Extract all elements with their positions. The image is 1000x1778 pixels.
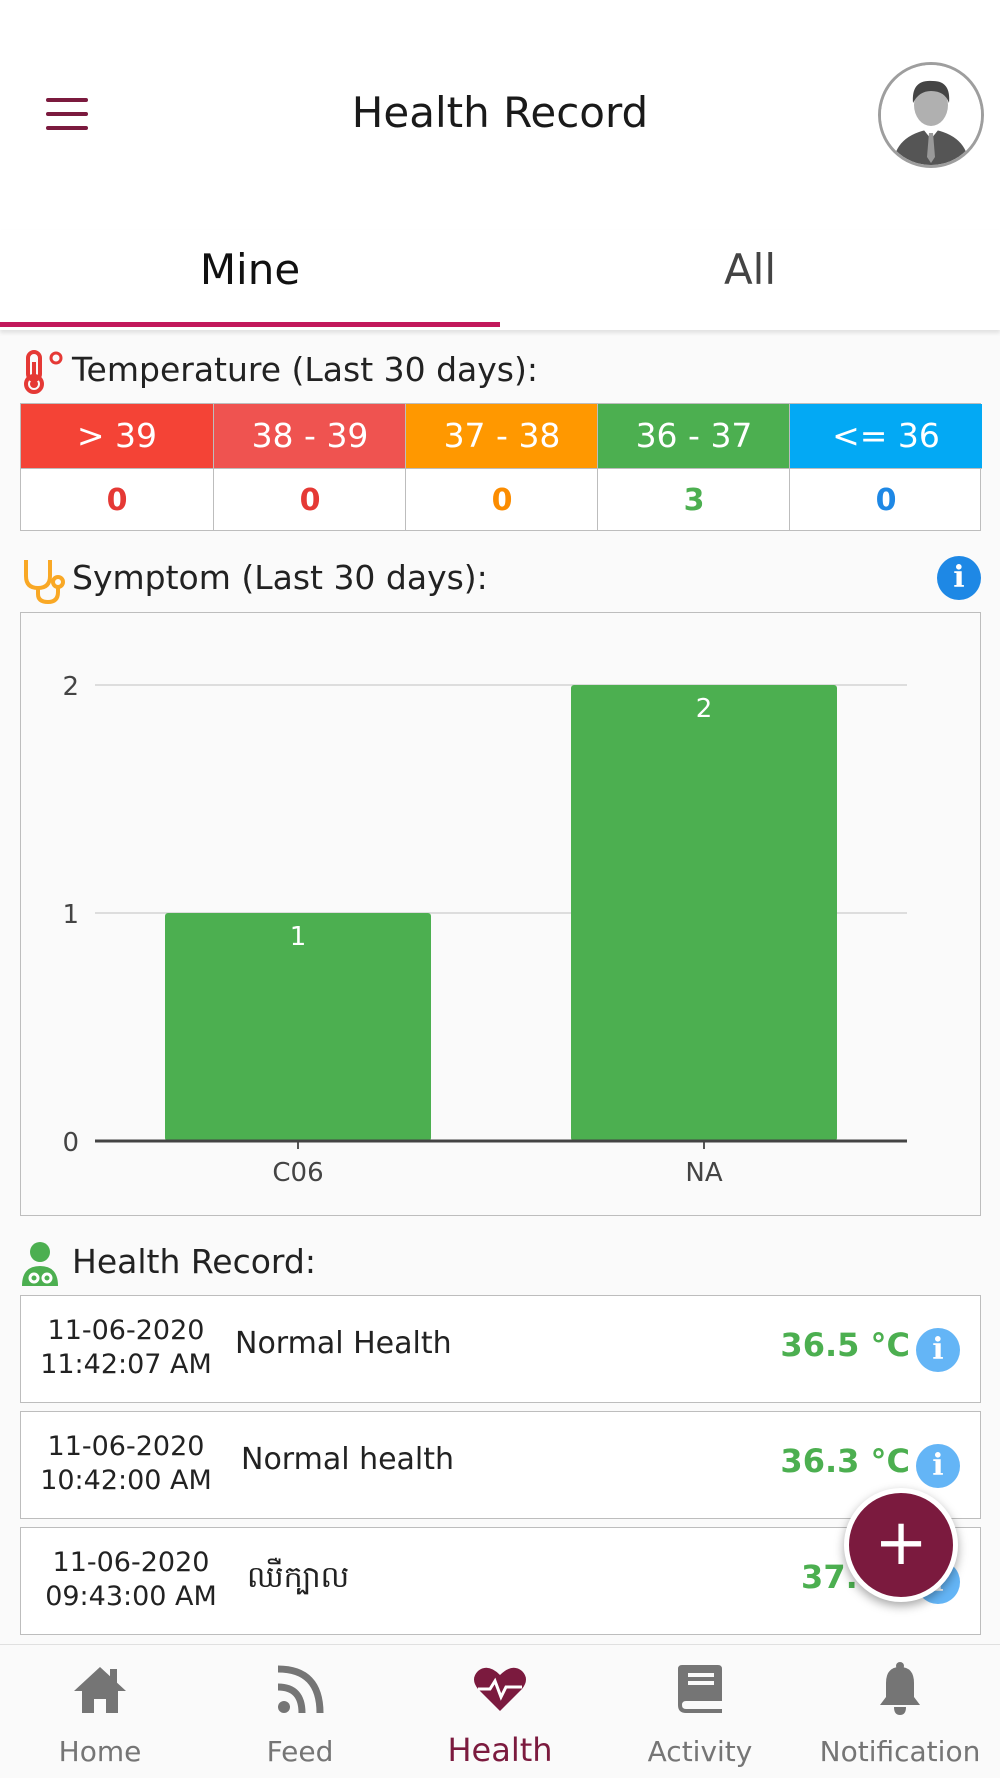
symptom-info-icon[interactable]: i bbox=[937, 556, 981, 600]
nav-label: Activity bbox=[647, 1735, 753, 1768]
temp-range-cell: 38 - 39 0 bbox=[213, 404, 406, 531]
temp-range-label: 38 - 39 bbox=[214, 404, 406, 468]
symptom-heading-text: Symptom (Last 30 days): bbox=[72, 558, 488, 597]
bar-data-label: 1 bbox=[290, 922, 307, 952]
nav-item-health[interactable]: Health bbox=[400, 1645, 600, 1778]
symptom-chart: 0 1 2 1 C06 2 NA bbox=[20, 612, 981, 1216]
nav-label: Home bbox=[58, 1735, 142, 1768]
heartbeat-icon bbox=[474, 1667, 526, 1711]
temp-range-count: 3 bbox=[598, 468, 790, 531]
temp-range-label: <= 36 bbox=[790, 404, 982, 468]
home-icon bbox=[74, 1667, 126, 1713]
temp-range-cell: <= 36 0 bbox=[789, 404, 982, 531]
y-tick-label: 1 bbox=[62, 900, 79, 930]
nav-label: Health bbox=[447, 1731, 553, 1769]
app-bar: Health Record bbox=[0, 0, 1000, 230]
x-tick-label: NA bbox=[685, 1158, 722, 1188]
health-record-row[interactable]: 11-06-2020 11:42:07 AM Normal Health 36.… bbox=[20, 1295, 981, 1403]
bar-data-label: 2 bbox=[696, 694, 713, 724]
record-info-icon[interactable]: i bbox=[916, 1444, 960, 1488]
temperature-table: > 39 0 38 - 39 0 37 - 38 0 36 - 37 3 <= … bbox=[20, 403, 982, 531]
record-temperature: 36.5 °C bbox=[780, 1326, 910, 1364]
temp-range-count: 0 bbox=[790, 468, 982, 531]
record-time: 09:43:00 AM bbox=[45, 1581, 217, 1612]
chart-bar bbox=[165, 913, 431, 1141]
health-record-row[interactable]: 11-06-2020 09:43:00 AM ឈឺក្បាល 37.0 i bbox=[20, 1527, 981, 1635]
record-temperature: 36.3 °C bbox=[780, 1442, 910, 1480]
temp-range-label: > 39 bbox=[21, 404, 213, 468]
record-datetime: 11-06-2020 11:42:07 AM bbox=[21, 1314, 231, 1382]
record-datetime: 11-06-2020 09:43:00 AM bbox=[21, 1546, 241, 1614]
tab-bar: Mine All bbox=[0, 230, 1000, 330]
nav-item-activity[interactable]: Activity bbox=[600, 1645, 800, 1778]
nav-item-home[interactable]: Home bbox=[0, 1645, 200, 1778]
record-info-icon[interactable]: i bbox=[916, 1328, 960, 1372]
record-description: Normal health bbox=[241, 1442, 455, 1477]
y-tick-label: 2 bbox=[62, 672, 79, 702]
rss-feed-icon bbox=[277, 1665, 324, 1714]
record-date: 11-06-2020 bbox=[47, 1431, 205, 1462]
record-description: Normal Health bbox=[235, 1326, 452, 1361]
tab-all[interactable]: All bbox=[723, 245, 777, 294]
tab-mine[interactable]: Mine bbox=[199, 245, 301, 294]
add-record-button[interactable]: + bbox=[844, 1488, 958, 1602]
y-tick-label: 0 bbox=[62, 1128, 79, 1158]
record-time: 10:42:00 AM bbox=[40, 1465, 212, 1496]
record-date: 11-06-2020 bbox=[52, 1547, 210, 1578]
bell-icon bbox=[880, 1662, 920, 1715]
nav-item-notification[interactable]: Notification bbox=[800, 1645, 1000, 1778]
health-record-heading-text: Health Record: bbox=[72, 1242, 316, 1281]
tab-indicator bbox=[0, 322, 500, 327]
user-avatar-icon bbox=[881, 65, 981, 165]
temp-range-label: 36 - 37 bbox=[598, 404, 790, 468]
record-datetime: 11-06-2020 10:42:00 AM bbox=[21, 1430, 231, 1498]
temp-range-label: 37 - 38 bbox=[406, 404, 598, 468]
bottom-nav: Home Feed Health Activity Notification bbox=[0, 1644, 1000, 1778]
temp-range-cell: 37 - 38 0 bbox=[405, 404, 598, 531]
record-date: 11-06-2020 bbox=[47, 1315, 205, 1346]
symptom-bar-chart: 0 1 2 1 C06 2 NA bbox=[62, 672, 907, 1188]
menu-icon[interactable] bbox=[40, 96, 96, 136]
nav-label: Feed bbox=[266, 1735, 334, 1768]
nav-label: Notification bbox=[819, 1735, 981, 1768]
temp-range-count: 0 bbox=[406, 468, 598, 531]
temp-range-count: 0 bbox=[214, 468, 406, 531]
stethoscope-icon bbox=[24, 560, 65, 604]
nav-item-feed[interactable]: Feed bbox=[200, 1645, 400, 1778]
chart-bar bbox=[571, 685, 837, 1141]
temp-range-count: 0 bbox=[21, 468, 213, 531]
health-record-row[interactable]: 11-06-2020 10:42:00 AM Normal health 36.… bbox=[20, 1411, 981, 1519]
page-title: Health Record bbox=[351, 88, 649, 137]
record-description: ឈឺក្បាល bbox=[247, 1560, 350, 1595]
temp-range-cell: 36 - 37 3 bbox=[597, 404, 790, 531]
doctor-icon bbox=[22, 1242, 58, 1286]
record-time: 11:42:07 AM bbox=[40, 1349, 212, 1380]
temperature-heading-text: Temperature (Last 30 days): bbox=[72, 350, 538, 389]
x-tick-label: C06 bbox=[272, 1158, 323, 1188]
book-icon bbox=[678, 1665, 722, 1713]
thermometer-icon bbox=[24, 350, 63, 394]
avatar[interactable] bbox=[878, 62, 984, 168]
